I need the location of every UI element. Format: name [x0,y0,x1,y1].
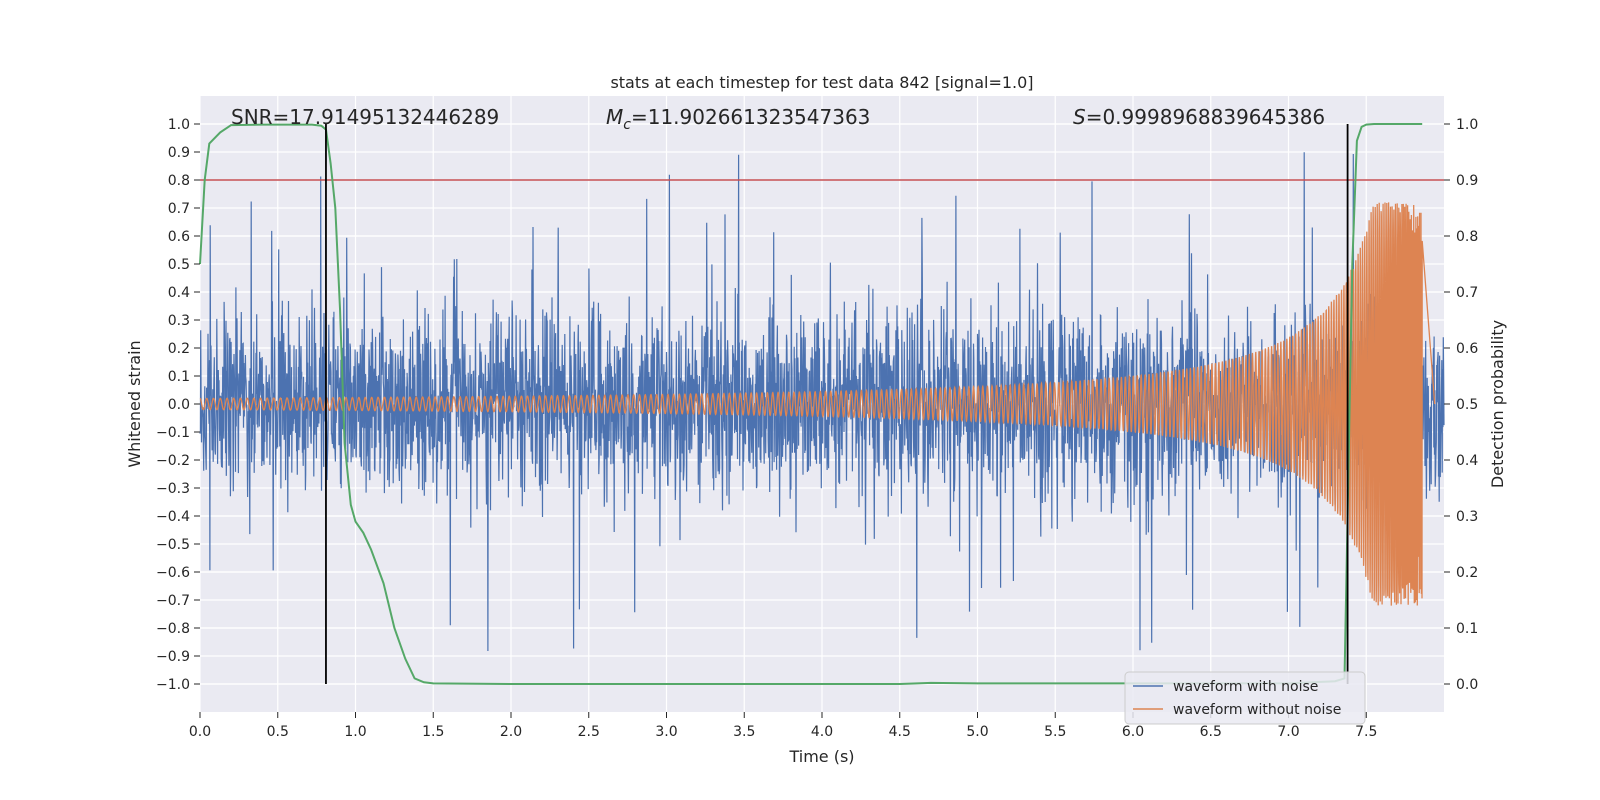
x-axis-label: Time (s) [788,747,854,766]
y-tick-label-left: 0.2 [168,341,190,357]
y-tick-label-left: 0.0 [168,397,190,413]
detection-probability-path [199,123,1423,685]
legend: waveform with noise waveform without noi… [1124,671,1366,725]
x-tick-label: 1.5 [422,724,444,740]
x-tick-label: 1.0 [344,724,366,740]
y-tick-label-left: −0.9 [156,649,190,665]
x-tick-label: 0.5 [267,724,289,740]
y-tick-label-right: 0.6 [1456,341,1478,357]
y-tick-label-left: 0.3 [168,313,190,329]
y-tick-label-right: 0.1 [1456,621,1478,637]
y-tick-label-left: 0.6 [168,229,190,245]
x-tick-label: 4.0 [811,724,833,740]
y-tick-label-right: 1.0 [1456,117,1478,133]
y-tick-label-left: 0.1 [168,369,190,385]
x-tick-label: 6.5 [1200,724,1222,740]
chirp-mass-subscript: c [623,117,631,133]
y-tick-label-left: −0.4 [156,509,190,525]
legend-label-clean: waveform without noise [1173,702,1341,718]
y-tick-label-left: 0.9 [168,145,190,161]
y-tick-label-right: 0.7 [1456,285,1478,301]
x-tick-label: 0.0 [189,724,211,740]
y-axis-label-right: Detection probability [1488,320,1507,488]
y-tick-label-left: 0.8 [168,173,190,189]
y-tick-label-left: 1.0 [168,117,190,133]
y-tick-label-right: 0.5 [1456,397,1478,413]
y-axis-label-left: Whitened strain [125,340,144,467]
y-tick-label-right: 0.4 [1456,453,1478,469]
x-tick-label: 5.0 [966,724,988,740]
y-tick-label-left: −0.8 [156,621,190,637]
chart-title: stats at each timestep for test data 842… [610,73,1033,92]
y-tick-label-right: 0.8 [1456,229,1478,245]
x-tick-label: 2.5 [578,724,600,740]
x-tick-label: 4.5 [889,724,911,740]
y-tick-label-left: −0.7 [156,593,190,609]
y-ticks-right: 1.0 0.9 0.8 0.7 0.6 0.5 0.4 0.3 0.2 0.1 0.0 [1444,117,1478,693]
series-detection-probability [199,123,1423,685]
chirp-mass-value: =11.902661323547363 [631,105,870,129]
score-annotation: S=0.9998968839645386 [1073,105,1325,129]
snr-annotation: SNR=17.91495132446289 [231,105,499,129]
y-tick-label-right: 0.0 [1456,677,1478,693]
y-tick-label-right: 0.3 [1456,509,1478,525]
x-tick-label: 5.5 [1044,724,1066,740]
chirp-mass-symbol: M [606,105,623,129]
y-tick-label-left: −0.3 [156,481,190,497]
y-tick-label-left: −0.6 [156,565,190,581]
x-tick-label: 7.0 [1277,724,1299,740]
y-tick-label-left: −0.5 [156,537,190,553]
series-waveform-without-noise [199,202,1436,606]
y-tick-label-left: −0.2 [156,453,190,469]
vertical-markers [325,124,1349,684]
y-tick-label-right: 0.2 [1456,565,1478,581]
legend-box [1124,671,1366,725]
y-tick-label-left: 0.4 [168,285,190,301]
x-tick-label: 3.0 [655,724,677,740]
chirp-mass-annotation: Mc=11.902661323547363 [606,105,870,133]
score-symbol: S [1073,105,1086,129]
y-tick-label-right: 0.9 [1456,173,1478,189]
x-tick-label: 6.0 [1122,724,1144,740]
x-ticks: 0.0 0.5 1.0 1.5 2.0 2.5 3.0 3.5 4.0 4.5 5.0 5.5 6.0 6… [189,712,1377,740]
clean-waveform-path [199,202,1436,606]
y-tick-label-left: 0.7 [168,201,190,217]
y-tick-label-left: 0.5 [168,257,190,273]
x-tick-label: 3.5 [733,724,755,740]
x-tick-label: 7.5 [1355,724,1377,740]
x-tick-label: 2.0 [500,724,522,740]
y-tick-label-left: −1.0 [156,677,190,693]
score-value: =0.9998968839645386 [1086,105,1325,129]
legend-label-noise: waveform with noise [1173,679,1318,695]
y-tick-label-left: −0.1 [156,425,190,441]
y-ticks-left: 1.0 0.9 0.8 0.7 0.6 0.5 0.4 0.3 0.2 0.1 0.0 −0.1 −0.… [156,117,200,693]
